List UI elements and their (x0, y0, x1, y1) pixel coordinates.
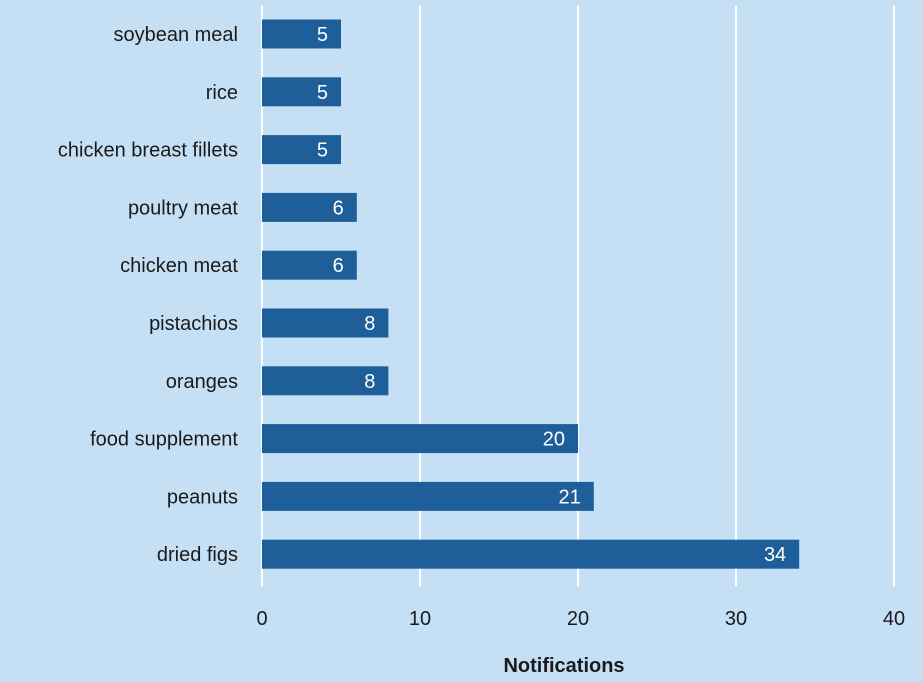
category-label: rice (206, 82, 238, 104)
category-label: chicken meat (120, 255, 238, 277)
category-label: poultry meat (128, 197, 238, 219)
category-label: food supplement (90, 429, 238, 451)
bar (262, 135, 341, 165)
bar-value-label: 20 (543, 429, 565, 451)
x-axis-title: Notifications (503, 655, 624, 677)
category-labels: soybean meal rice chicken breast fillets po… (58, 24, 239, 566)
bar (262, 308, 389, 338)
bars: 5 5 5 6 6 8 8 20 21 34 (262, 19, 800, 569)
bar-value-label: 5 (317, 82, 328, 104)
bar-value-label: 34 (764, 544, 786, 566)
category-label: chicken breast fillets (58, 140, 238, 162)
bar-value-label: 8 (364, 313, 375, 335)
bar-value-label: 6 (333, 255, 344, 277)
x-tick-label: 20 (567, 608, 589, 630)
x-tick-label: 40 (883, 608, 905, 630)
x-tick-label: 10 (409, 608, 431, 630)
x-tick-label: 30 (725, 608, 747, 630)
category-label: oranges (166, 371, 238, 393)
bar-value-label: 8 (364, 371, 375, 393)
bar (262, 77, 341, 107)
bar (262, 366, 389, 396)
category-label: pistachios (149, 313, 238, 335)
category-label: peanuts (167, 486, 238, 508)
x-tick-label: 0 (256, 608, 267, 630)
bar (262, 192, 357, 222)
x-tick-labels: 0 10 20 30 40 (256, 608, 905, 630)
bar (262, 424, 578, 454)
bar (262, 250, 357, 280)
bar-value-label: 6 (333, 197, 344, 219)
bar (262, 19, 341, 49)
bar-value-label: 5 (317, 24, 328, 46)
category-label: dried figs (157, 544, 238, 566)
bar (262, 481, 594, 511)
bar-value-label: 21 (559, 486, 581, 508)
bar-value-label: 5 (317, 140, 328, 162)
bar (262, 539, 800, 569)
category-label: soybean meal (113, 24, 238, 46)
